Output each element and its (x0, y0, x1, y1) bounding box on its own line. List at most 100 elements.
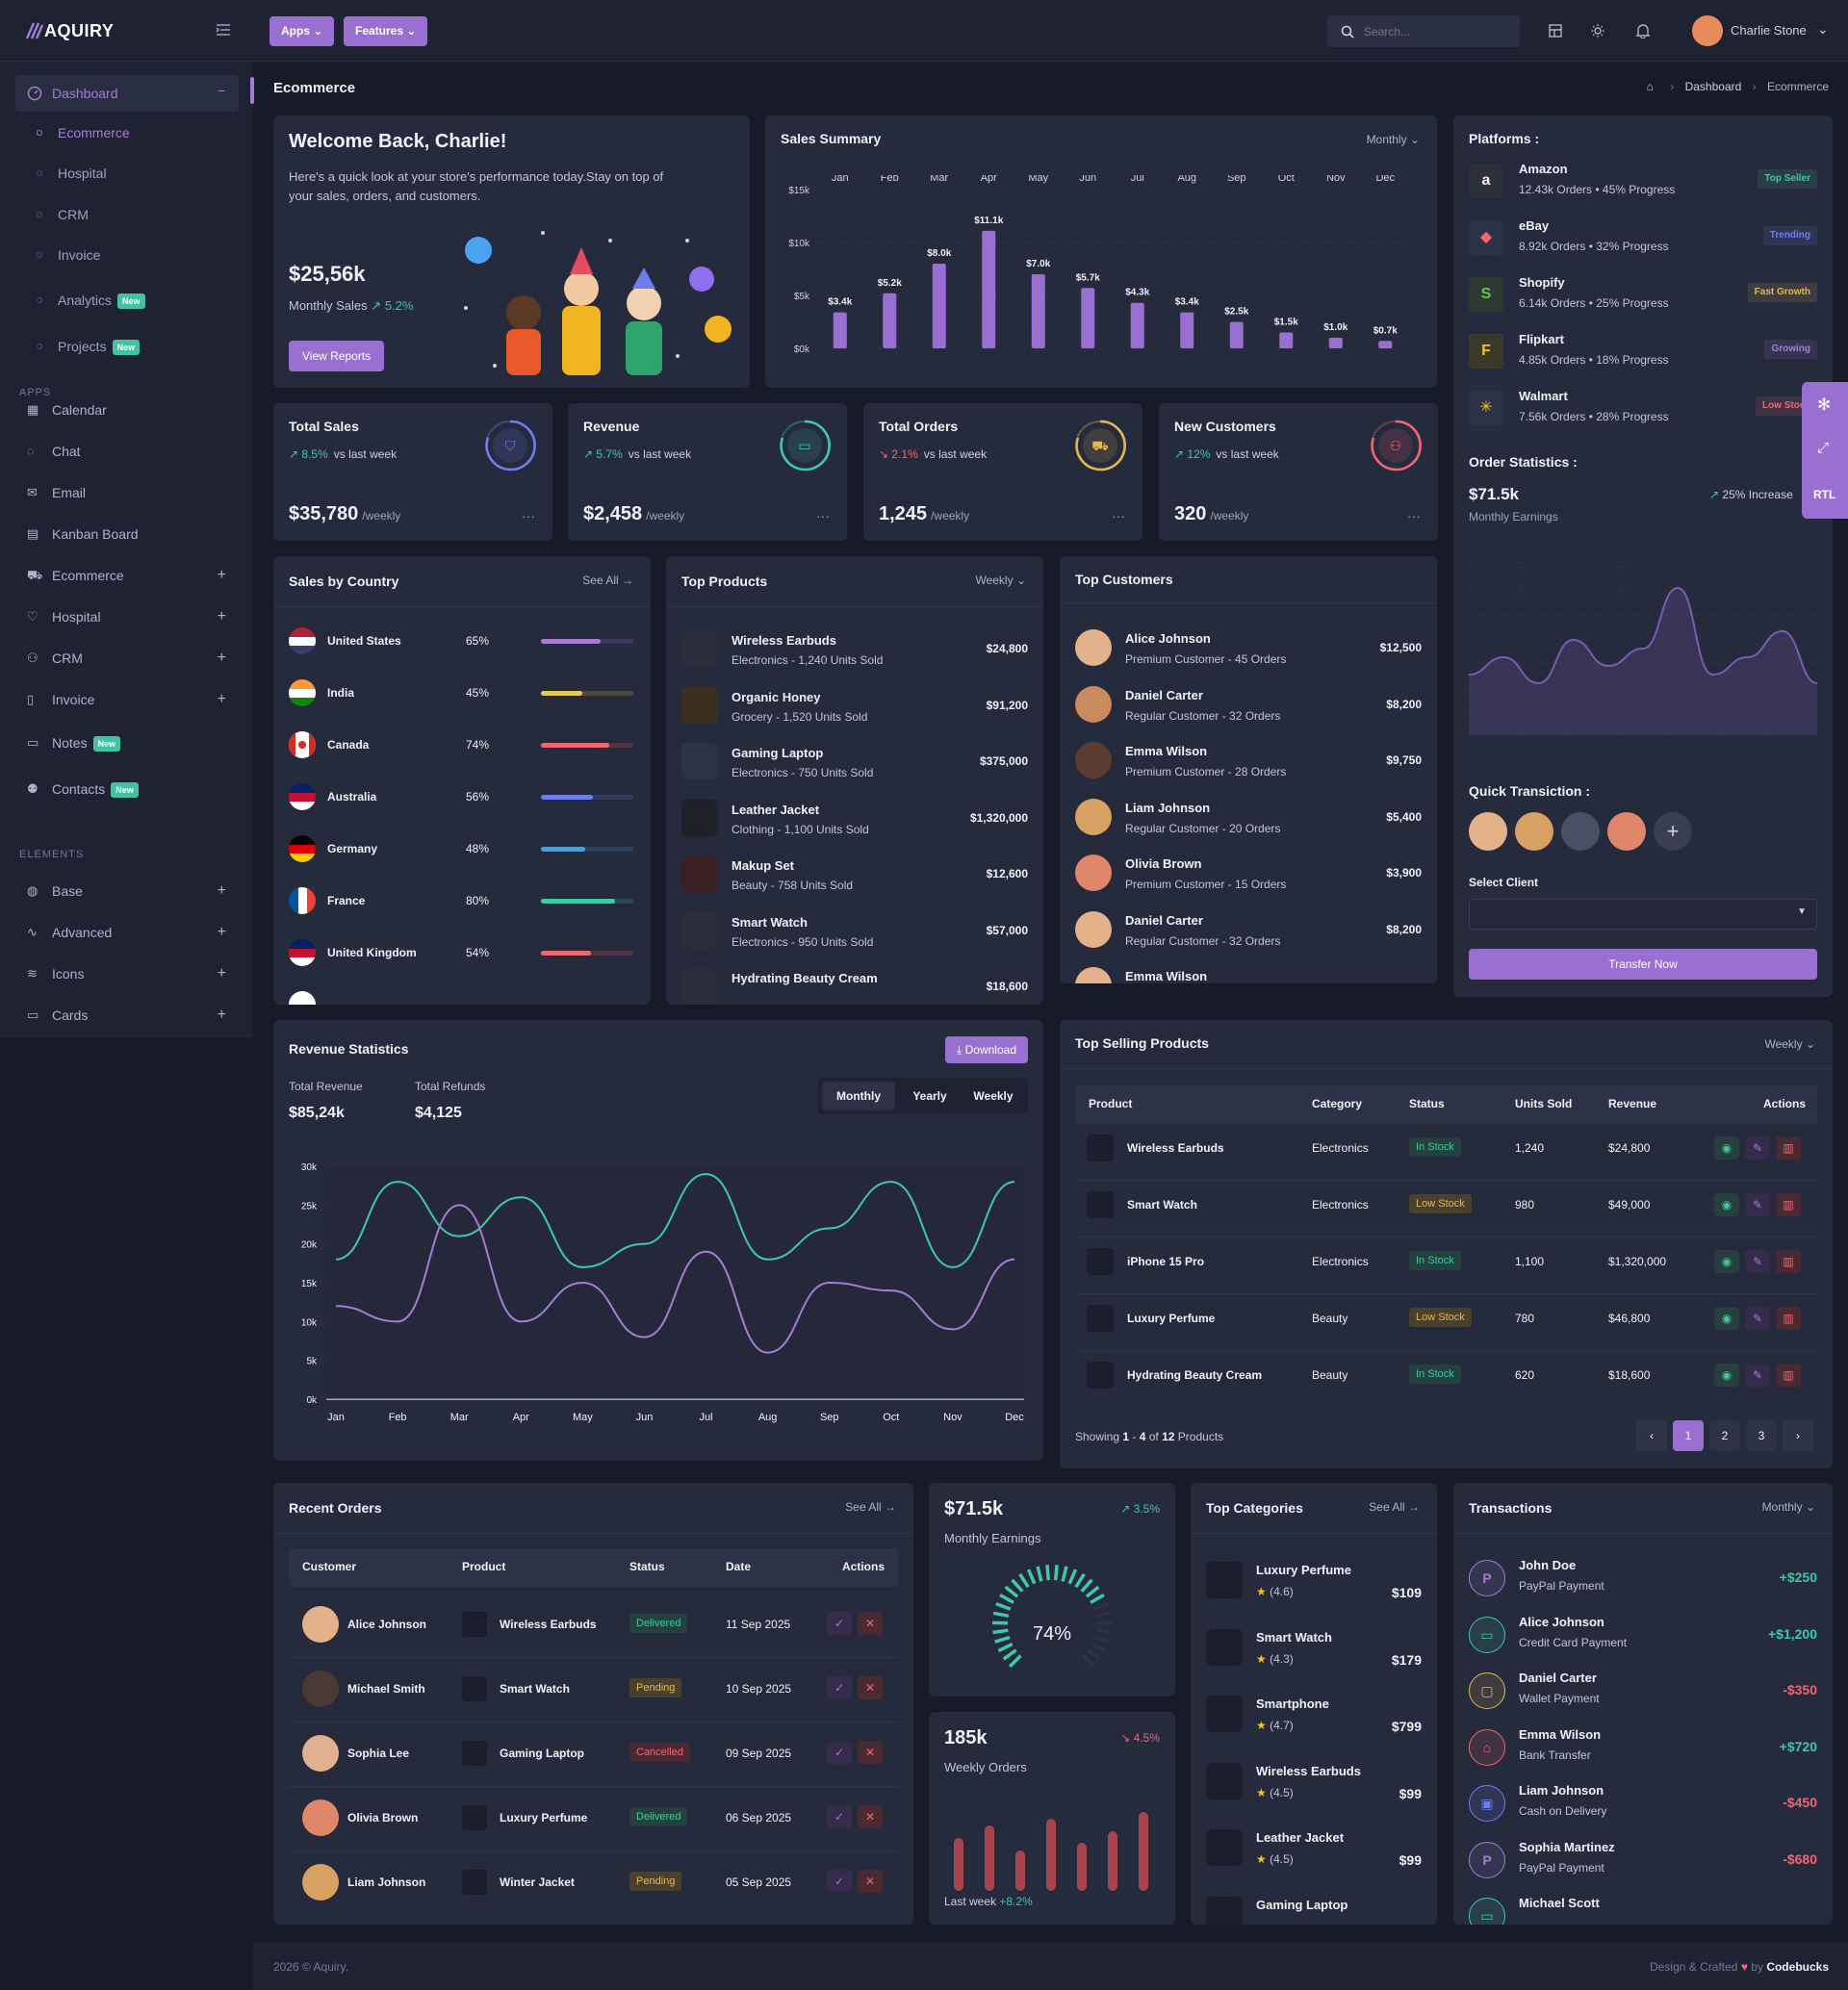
download-button[interactable]: ⤓ Download (944, 1036, 1028, 1063)
approve-check-icon[interactable]: ✓ (827, 1741, 852, 1764)
customer-name[interactable]: Liam Johnson (1125, 800, 1211, 815)
product-name[interactable]: Wireless Earbuds (732, 633, 836, 648)
edit-pencil-icon[interactable]: ✎ (1745, 1364, 1770, 1387)
transaction-name[interactable]: John Doe (1519, 1558, 1577, 1572)
see-all-link[interactable]: See All → (1369, 1500, 1420, 1514)
more-icon[interactable]: ··· (1112, 508, 1125, 523)
more-icon[interactable]: ··· (522, 508, 535, 523)
add-recipient-button[interactable]: + (1654, 812, 1692, 851)
sidebar-item-contacts[interactable]: ⚉ Contacts New (0, 771, 253, 807)
customer-name[interactable]: Alice Johnson (1125, 631, 1211, 646)
view-reports-button[interactable]: View Reports (289, 341, 385, 371)
quick-avatar[interactable] (1561, 812, 1600, 851)
sidebar-item-invoice[interactable]: ▯ Invoice + (0, 681, 253, 718)
sidebar-item-advanced[interactable]: ∿ Advanced + (0, 914, 253, 951)
customer-name[interactable]: Daniel Carter (1125, 687, 1203, 702)
table-cell-product[interactable]: iPhone 15 Pro (1127, 1255, 1205, 1268)
category-name[interactable]: Wireless Earbuds (1256, 1763, 1361, 1778)
sidebar-item-dashboard[interactable]: Dashboard − (15, 75, 239, 112)
reject-x-icon[interactable]: ✕ (858, 1676, 883, 1699)
fullscreen-icon[interactable]: ⤢ (1817, 440, 1830, 456)
table-cell-customer[interactable]: Michael Smith (347, 1682, 425, 1696)
more-icon[interactable]: ··· (1407, 508, 1421, 523)
search-input[interactable] (1364, 22, 1508, 41)
edit-pencil-icon[interactable]: ✎ (1745, 1193, 1770, 1216)
transaction-name[interactable]: Alice Johnson (1519, 1614, 1604, 1629)
see-all-link[interactable]: See All → (582, 574, 633, 587)
tab-monthly[interactable]: Monthly (822, 1082, 895, 1110)
more-icon[interactable]: ··· (816, 508, 830, 523)
product-name[interactable]: Makup Set (732, 858, 795, 873)
view-eye-icon[interactable]: ◉ (1714, 1250, 1739, 1273)
product-name[interactable]: Hydrating Beauty Cream (732, 971, 878, 985)
product-name[interactable]: Smart Watch (732, 914, 808, 930)
sidebar-item-ecommerce[interactable]: ⛟ Ecommerce + (0, 557, 253, 594)
transaction-name[interactable]: Emma Wilson (1519, 1726, 1602, 1742)
period-dropdown[interactable]: Monthly ⌄ (1367, 133, 1420, 146)
sidebar-sub-hospital[interactable]: Hospital (0, 154, 253, 192)
features-menu-button[interactable]: Features ⌄ (344, 16, 428, 46)
see-all-link[interactable]: See All → (845, 1500, 896, 1514)
sidebar-item-base[interactable]: ◍ Base + (0, 873, 253, 909)
quick-avatar[interactable] (1607, 812, 1646, 851)
pagination-next-icon[interactable]: › (1783, 1420, 1813, 1451)
view-eye-icon[interactable]: ◉ (1714, 1307, 1739, 1330)
gear-icon[interactable]: ✻ (1817, 395, 1832, 414)
user-menu[interactable]: Charlie Stone ⌄ (1692, 15, 1829, 46)
theme-sun-icon[interactable] (1591, 24, 1604, 38)
product-name[interactable]: Leather Jacket (732, 802, 820, 817)
approve-check-icon[interactable]: ✓ (827, 1870, 852, 1893)
sidebar-item-hospital[interactable]: ♡ Hospital + (0, 599, 253, 635)
edit-pencil-icon[interactable]: ✎ (1745, 1136, 1770, 1160)
pagination-prev-icon[interactable]: ‹ (1636, 1420, 1667, 1451)
sidebar-sub-projects[interactable]: Projects New (0, 327, 253, 366)
sidebar-item-crm[interactable]: ⚇ CRM + (0, 640, 253, 676)
table-cell-customer[interactable]: Liam Johnson (347, 1875, 426, 1889)
table-cell-product[interactable]: Smart Watch (1127, 1198, 1197, 1212)
edit-pencil-icon[interactable]: ✎ (1745, 1307, 1770, 1330)
sidebar-item-chat[interactable]: ◌ Chat (0, 433, 253, 470)
sidebar-item-kanban-board[interactable]: ▤ Kanban Board (0, 516, 253, 552)
sidebar-sub-ecommerce[interactable]: Ecommerce (0, 114, 253, 152)
pagination-page-2[interactable]: 2 (1709, 1420, 1740, 1451)
table-cell-product[interactable]: Hydrating Beauty Cream (1127, 1368, 1263, 1382)
period-dropdown[interactable]: Weekly ⌄ (1764, 1037, 1815, 1051)
customer-name[interactable]: Olivia Brown (1125, 856, 1202, 871)
view-eye-icon[interactable]: ◉ (1714, 1136, 1739, 1160)
quick-avatar[interactable] (1469, 812, 1507, 851)
sidebar-toggle-icon[interactable] (216, 23, 231, 37)
reject-x-icon[interactable]: ✕ (858, 1870, 883, 1893)
table-cell-customer[interactable]: Olivia Brown (347, 1811, 419, 1824)
approve-check-icon[interactable]: ✓ (827, 1676, 852, 1699)
customer-name[interactable]: Emma Wilson (1125, 969, 1208, 983)
transaction-name[interactable]: Liam Johnson (1519, 1783, 1604, 1798)
delete-trash-icon[interactable]: ▥ (1776, 1364, 1801, 1387)
table-cell-customer[interactable]: Sophia Lee (347, 1747, 410, 1760)
quick-avatar[interactable] (1515, 812, 1553, 851)
category-name[interactable]: Smart Watch (1256, 1629, 1332, 1645)
notification-bell-icon[interactable] (1635, 23, 1651, 38)
pagination-page-1[interactable]: 1 (1673, 1420, 1704, 1451)
sidebar-sub-crm[interactable]: CRM (0, 195, 253, 234)
rtl-toggle[interactable]: RTL (1813, 488, 1836, 501)
breadcrumb-dashboard[interactable]: Dashboard (1684, 80, 1742, 93)
home-icon[interactable]: ⌂ (1646, 80, 1654, 93)
table-cell-product[interactable]: Luxury Perfume (1127, 1312, 1216, 1325)
table-cell-customer[interactable]: Alice Johnson (347, 1618, 427, 1631)
delete-trash-icon[interactable]: ▥ (1776, 1193, 1801, 1216)
reject-x-icon[interactable]: ✕ (858, 1612, 883, 1635)
category-name[interactable]: Leather Jacket (1256, 1830, 1345, 1845)
tab-weekly[interactable]: Weekly (973, 1089, 1014, 1103)
customer-name[interactable]: Emma Wilson (1125, 744, 1208, 758)
table-cell-product[interactable]: Wireless Earbuds (1127, 1141, 1224, 1155)
select-client-dropdown[interactable]: ▼ (1469, 899, 1817, 930)
delete-trash-icon[interactable]: ▥ (1776, 1136, 1801, 1160)
reject-x-icon[interactable]: ✕ (858, 1741, 883, 1764)
sidebar-item-icons[interactable]: ≋ Icons + (0, 956, 253, 992)
edit-pencil-icon[interactable]: ✎ (1745, 1250, 1770, 1273)
delete-trash-icon[interactable]: ▥ (1776, 1307, 1801, 1330)
grid-apps-icon[interactable] (1549, 24, 1562, 38)
period-dropdown[interactable]: Weekly ⌄ (975, 574, 1026, 587)
view-eye-icon[interactable]: ◉ (1714, 1193, 1739, 1216)
transaction-name[interactable]: Daniel Carter (1519, 1671, 1597, 1685)
